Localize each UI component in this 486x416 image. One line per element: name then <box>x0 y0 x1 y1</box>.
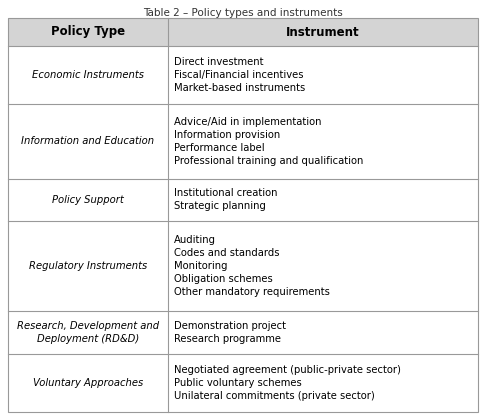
Text: Negotiated agreement (public-private sector)
Public voluntary schemes
Unilateral: Negotiated agreement (public-private sec… <box>174 365 400 401</box>
Bar <box>8 221 168 311</box>
Text: Auditing
Codes and standards
Monitoring
Obligation schemes
Other mandatory requi: Auditing Codes and standards Monitoring … <box>174 235 330 297</box>
Text: Voluntary Approaches: Voluntary Approaches <box>33 378 143 388</box>
Bar <box>8 18 168 46</box>
Bar <box>8 354 168 412</box>
Bar <box>8 311 168 354</box>
Text: Demonstration project
Research programme: Demonstration project Research programme <box>174 321 286 344</box>
Text: Table 2 – Policy types and instruments: Table 2 – Policy types and instruments <box>143 8 343 18</box>
Bar <box>168 221 478 311</box>
Text: Instrument: Instrument <box>286 25 360 39</box>
Text: Advice/Aid in implementation
Information provision
Performance label
Professiona: Advice/Aid in implementation Information… <box>174 117 363 166</box>
Text: Policy Support: Policy Support <box>52 195 124 205</box>
Text: Regulatory Instruments: Regulatory Instruments <box>29 261 147 271</box>
Bar <box>168 46 478 104</box>
Bar <box>168 354 478 412</box>
Bar <box>168 311 478 354</box>
Text: Policy Type: Policy Type <box>51 25 125 39</box>
Text: Institutional creation
Strategic planning: Institutional creation Strategic plannin… <box>174 188 278 211</box>
Bar <box>168 178 478 221</box>
Text: Research, Development and
Deployment (RD&D): Research, Development and Deployment (RD… <box>17 321 159 344</box>
Text: Information and Education: Information and Education <box>21 136 155 146</box>
Bar <box>168 18 478 46</box>
Bar <box>8 178 168 221</box>
Text: Direct investment
Fiscal/Financial incentives
Market-based instruments: Direct investment Fiscal/Financial incen… <box>174 57 305 93</box>
Text: Economic Instruments: Economic Instruments <box>32 70 144 80</box>
Bar <box>168 104 478 178</box>
Bar <box>8 104 168 178</box>
Bar <box>8 46 168 104</box>
